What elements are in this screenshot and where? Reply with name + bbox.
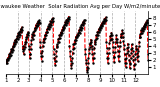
Title: Milwaukee Weather  Solar Radiation Avg per Day W/m2/minute: Milwaukee Weather Solar Radiation Avg pe… xyxy=(0,4,160,9)
